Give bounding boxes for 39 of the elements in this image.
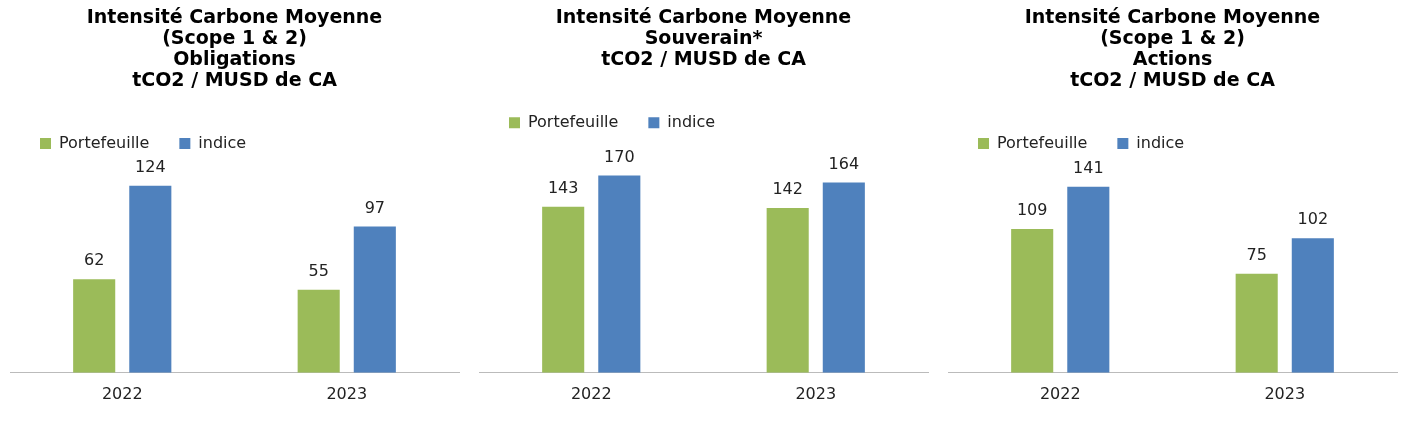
x-tick-label: 2023 bbox=[1264, 383, 1306, 403]
legend-label: Portefeuille bbox=[997, 132, 1088, 152]
data-label: 75 bbox=[1246, 244, 1267, 264]
x-tick-label: 2022 bbox=[101, 383, 143, 403]
data-label: 164 bbox=[828, 153, 860, 173]
bar bbox=[73, 279, 116, 373]
data-label: 170 bbox=[604, 146, 635, 166]
data-label: 124 bbox=[135, 156, 166, 176]
x-tick-label: 2022 bbox=[1039, 383, 1081, 403]
data-label: 55 bbox=[308, 260, 329, 280]
chart-title: Intensité Carbone Moyenne (Scope 1 & 2) Obligations tCO2 / MUSD de CA bbox=[86, 5, 383, 91]
bar bbox=[822, 182, 865, 373]
data-label: 97 bbox=[364, 197, 385, 217]
bar bbox=[598, 175, 641, 373]
bar bbox=[766, 208, 809, 373]
bar bbox=[1291, 238, 1334, 373]
legend-label: indice bbox=[198, 132, 247, 152]
legend-label: indice bbox=[1136, 132, 1185, 152]
legend-label: indice bbox=[667, 111, 716, 131]
data-label: 141 bbox=[1073, 157, 1104, 177]
bar bbox=[353, 226, 396, 373]
chart-title: Intensité Carbone Moyenne (Scope 1 & 2) Actions tCO2 / MUSD de CA bbox=[1024, 5, 1321, 91]
data-label: 102 bbox=[1297, 209, 1329, 229]
x-tick-label: 2023 bbox=[795, 383, 837, 403]
bar bbox=[129, 185, 172, 373]
x-tick-label: 2023 bbox=[326, 383, 368, 403]
bar bbox=[542, 206, 585, 373]
bar bbox=[1235, 273, 1278, 373]
chart-title: Intensité Carbone Moyenne Souverain* tCO2 / MUSD de CA bbox=[555, 5, 852, 70]
x-tick-label: 2022 bbox=[570, 383, 612, 403]
bar bbox=[297, 289, 340, 373]
data-label: 109 bbox=[1016, 200, 1048, 220]
legend-label: Portefeuille bbox=[59, 132, 150, 152]
legend-label: Portefeuille bbox=[528, 111, 619, 131]
bar bbox=[1011, 228, 1054, 373]
data-label: 142 bbox=[772, 179, 803, 199]
data-label: 143 bbox=[547, 178, 579, 197]
data-label: 62 bbox=[84, 250, 105, 270]
bar bbox=[1067, 186, 1110, 373]
